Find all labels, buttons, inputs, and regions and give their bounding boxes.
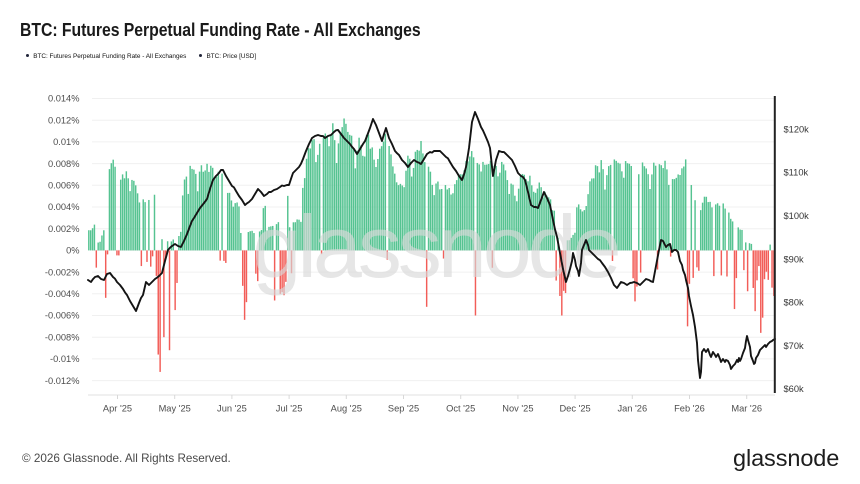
svg-text:$60k: $60k [784,384,805,394]
svg-text:Mar '26: Mar '26 [731,404,762,414]
svg-text:Jan '26: Jan '26 [617,404,647,414]
svg-text:-0.006%: -0.006% [45,311,80,321]
svg-text:0.012%: 0.012% [48,115,80,125]
svg-text:Aug '25: Aug '25 [331,404,362,414]
svg-text:0.008%: 0.008% [48,159,80,169]
svg-text:0.006%: 0.006% [48,181,80,191]
svg-text:-0.01%: -0.01% [50,354,79,364]
svg-text:-0.008%: -0.008% [45,332,80,342]
svg-text:Nov '25: Nov '25 [502,404,533,414]
svg-text:Feb '26: Feb '26 [674,404,705,414]
svg-text:$110k: $110k [784,168,809,178]
svg-text:0%: 0% [66,246,79,256]
svg-text:Apr '25: Apr '25 [103,404,132,414]
svg-text:May '25: May '25 [159,404,191,414]
svg-text:-0.012%: -0.012% [45,376,80,386]
svg-text:Jul '25: Jul '25 [276,404,303,414]
svg-text:0.004%: 0.004% [48,202,80,212]
svg-text:$70k: $70k [784,341,805,351]
svg-text:Sep '25: Sep '25 [388,404,419,414]
svg-text:glassnode: glassnode [252,197,618,296]
svg-text:$90k: $90k [784,254,805,264]
svg-text:Oct '25: Oct '25 [446,404,475,414]
svg-text:-0.002%: -0.002% [45,267,80,277]
svg-text:$100k: $100k [784,211,810,221]
svg-text:Dec '25: Dec '25 [559,404,590,414]
svg-text:0.014%: 0.014% [48,94,80,104]
svg-text:0.01%: 0.01% [53,137,79,147]
svg-text:-0.004%: -0.004% [45,289,80,299]
svg-text:$80k: $80k [784,298,805,308]
svg-text:$120k: $120k [784,124,810,134]
svg-text:Jun '25: Jun '25 [217,404,247,414]
svg-text:0.002%: 0.002% [48,224,80,234]
